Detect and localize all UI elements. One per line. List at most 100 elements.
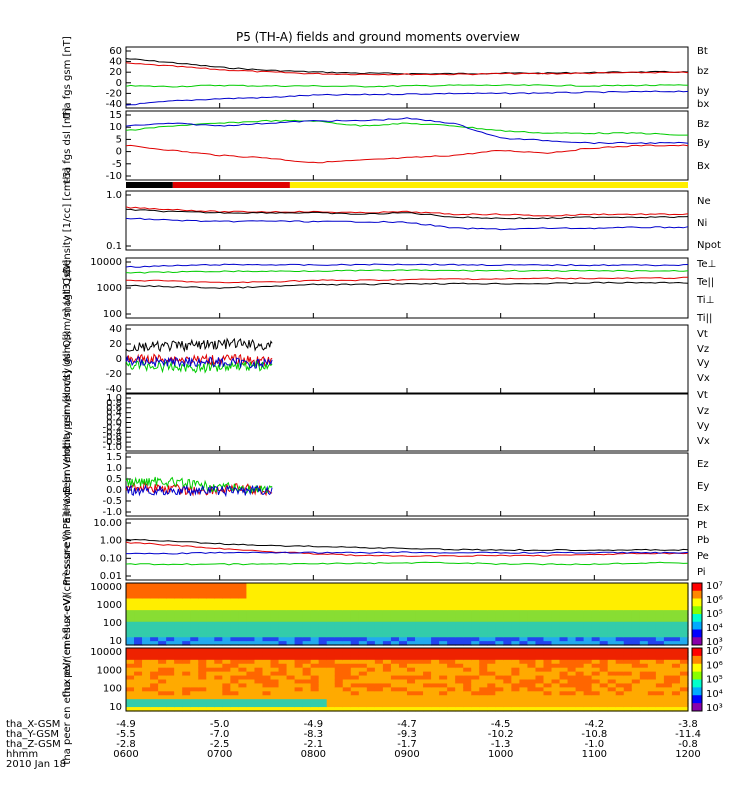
y-tick-label: 0 xyxy=(116,78,122,89)
heatmap-cell xyxy=(455,648,464,653)
heatmap-cell xyxy=(230,641,239,646)
heatmap-cell xyxy=(174,633,183,638)
heatmap-cell xyxy=(230,637,239,642)
heatmap-cell xyxy=(230,687,239,692)
heatmap-cell xyxy=(286,699,296,704)
heatmap-cell xyxy=(222,610,231,615)
heatmap-cell xyxy=(583,675,593,681)
heatmap-cell xyxy=(166,671,175,677)
series-line-Pb xyxy=(125,541,689,558)
heatmap-cell xyxy=(567,594,577,600)
heatmap-cell xyxy=(262,617,272,623)
colorbar-swatch xyxy=(692,703,702,712)
panel-frame xyxy=(125,393,689,452)
heatmap-cell xyxy=(575,667,585,673)
heatmap-cell xyxy=(407,655,416,661)
heatmap-cell xyxy=(270,655,280,661)
heatmap-cell xyxy=(166,659,175,665)
heatmap-cell xyxy=(479,648,488,653)
heatmap-cell xyxy=(527,606,537,611)
heatmap-cell xyxy=(415,583,424,588)
colorbar-frame xyxy=(691,647,703,712)
heatmap-cell xyxy=(230,703,239,708)
heatmap-cell xyxy=(206,610,215,615)
heatmap-cell xyxy=(334,610,344,615)
heatmap-cell xyxy=(390,598,400,603)
heatmap-cell xyxy=(583,625,593,631)
heatmap-cell xyxy=(142,675,151,681)
heatmap-cell xyxy=(567,625,577,631)
heatmap-cell xyxy=(358,691,368,696)
heatmap-cell xyxy=(350,594,360,600)
heatmap-cell xyxy=(423,617,432,623)
heatmap-cell xyxy=(463,679,472,685)
heatmap-cell xyxy=(455,675,464,681)
heatmap-cell xyxy=(495,633,504,638)
heatmap-cell xyxy=(246,641,256,646)
heatmap-cell xyxy=(471,602,480,607)
heatmap-cell xyxy=(487,663,496,669)
heatmap-cell xyxy=(631,641,641,646)
heatmap-cell xyxy=(230,598,239,603)
heatmap-cell xyxy=(639,671,649,677)
heatmap-cell xyxy=(647,687,657,692)
heatmap-cell xyxy=(342,641,352,646)
heatmap-cell xyxy=(439,663,448,669)
series-line-Ez xyxy=(125,480,273,497)
heatmap-cell xyxy=(663,675,673,681)
heatmap-cell xyxy=(222,594,231,600)
heatmap-cell xyxy=(286,586,296,592)
heatmap-cell xyxy=(431,655,440,661)
heatmap-cell xyxy=(439,655,448,661)
heatmap-cell xyxy=(286,614,296,619)
heatmap-cell xyxy=(150,610,159,615)
heatmap-cell xyxy=(214,641,223,646)
heatmap-cell xyxy=(166,625,175,631)
heatmap-cell xyxy=(350,691,360,696)
heatmap-cell xyxy=(503,594,512,600)
heatmap-cell xyxy=(318,586,328,592)
heatmap-cell xyxy=(671,602,681,607)
heatmap-cell xyxy=(158,651,167,657)
heatmap-cell xyxy=(214,667,223,673)
heatmap-cell xyxy=(134,675,143,681)
heatmap-cell xyxy=(358,707,368,712)
heatmap-cell xyxy=(334,633,344,638)
heatmap-cell xyxy=(390,629,400,634)
heatmap-cell xyxy=(182,610,191,615)
heatmap-cell xyxy=(398,675,408,681)
heatmap-cell xyxy=(503,586,512,592)
heatmap-cell xyxy=(294,675,304,681)
heatmap-cell xyxy=(495,614,504,619)
heatmap-cell xyxy=(551,614,561,619)
heatmap-cell xyxy=(487,586,496,592)
heatmap-cell xyxy=(559,683,569,688)
heatmap-cell xyxy=(591,667,601,673)
heatmap-cell xyxy=(270,590,280,596)
heatmap-cell xyxy=(294,683,304,688)
heatmap-cell xyxy=(182,617,191,623)
heatmap-cell xyxy=(415,703,424,708)
heatmap-cell xyxy=(543,641,553,646)
heatmap-cell xyxy=(455,598,464,603)
heatmap-cell xyxy=(631,655,641,661)
heatmap-cell xyxy=(567,586,577,592)
heatmap-cell xyxy=(423,590,432,596)
heatmap-cell xyxy=(150,703,159,708)
heatmap-cell xyxy=(398,667,408,673)
heatmap-cell xyxy=(511,641,520,646)
legend-Pe: Pe xyxy=(697,551,709,562)
heatmap-cell xyxy=(575,621,585,627)
series-line-Vx xyxy=(125,355,273,369)
heatmap-cell xyxy=(511,675,520,681)
heatmap-cell xyxy=(583,679,593,685)
panel-frame xyxy=(125,452,689,517)
heatmap-cell xyxy=(278,625,288,631)
heatmap-cell xyxy=(623,583,633,588)
heatmap-cell xyxy=(334,667,344,673)
heatmap-cell xyxy=(374,629,384,634)
heatmap-cell xyxy=(551,663,561,669)
heatmap-cell xyxy=(326,667,336,673)
heatmap-cell xyxy=(415,675,424,681)
heatmap-cell xyxy=(310,637,320,642)
